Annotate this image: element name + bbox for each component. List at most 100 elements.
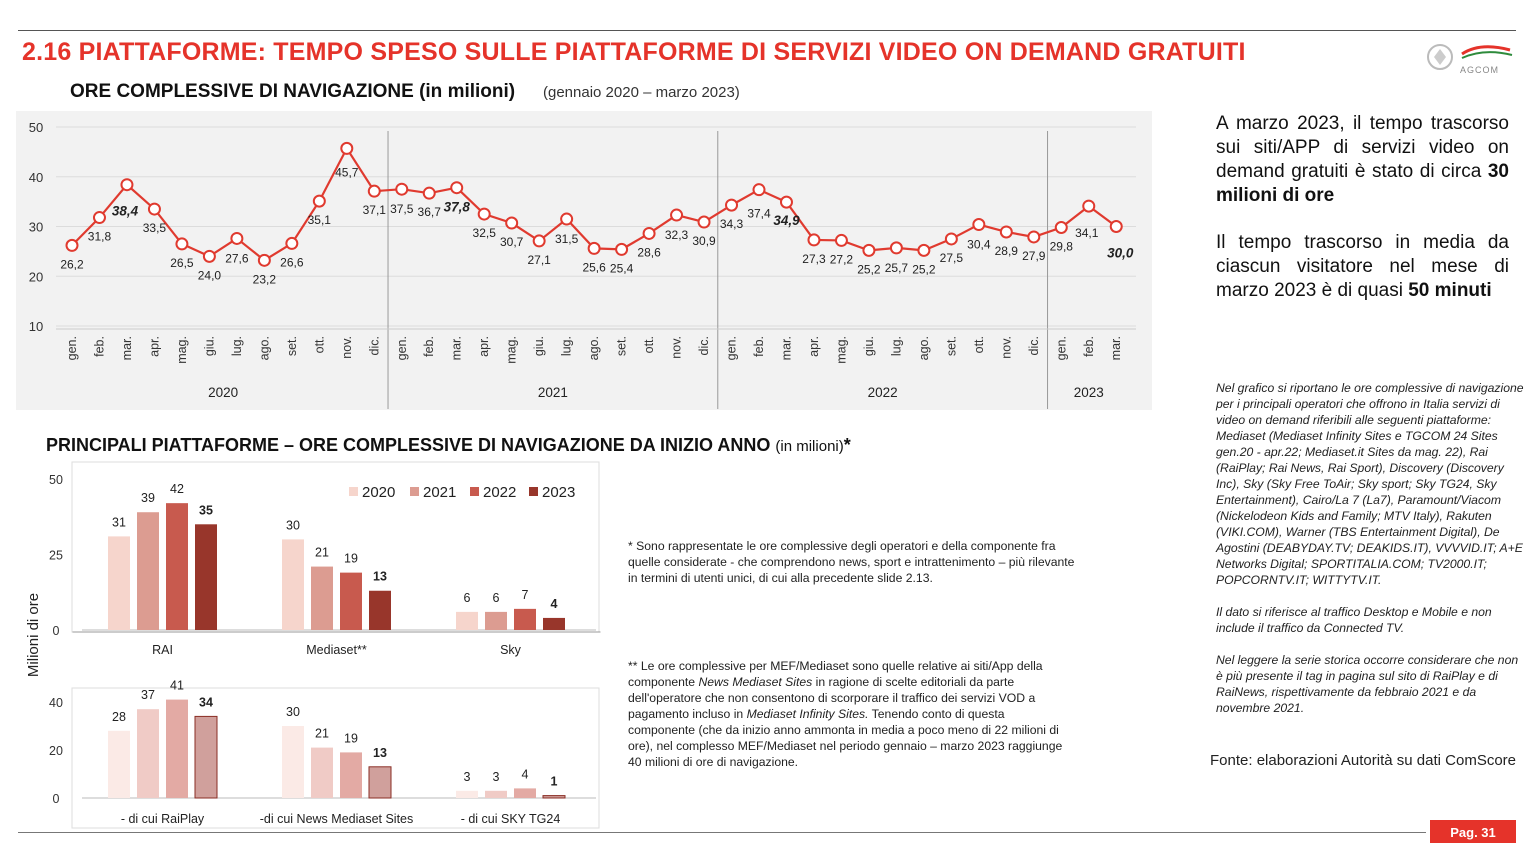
bar [542, 795, 566, 799]
data-label: 34,1 [1075, 226, 1099, 240]
y-tick-label: 40 [49, 696, 63, 710]
category-label: Mediaset** [306, 643, 367, 657]
bar-value-label: 1 [551, 775, 558, 789]
bar [514, 788, 536, 798]
data-label: 33,5 [143, 221, 167, 235]
x-tick-label: feb. [92, 336, 106, 357]
highlight-2-text: Il tempo trascorso in media da ciascun v… [1216, 232, 1509, 301]
data-label: 26,5 [170, 256, 194, 270]
year-label: 2020 [208, 385, 238, 400]
data-label: 27,3 [802, 252, 826, 266]
bar-chart-units: (in milioni) [775, 438, 844, 455]
legend-label: 2021 [423, 484, 456, 501]
bar-value-label: 19 [344, 731, 358, 745]
data-label: 25,2 [912, 262, 936, 276]
legend-swatch [529, 487, 538, 496]
highlight-1-bold: 30 milioni di ore [1216, 161, 1509, 206]
x-tick-label: set. [615, 336, 629, 356]
data-label: 32,5 [473, 226, 497, 240]
year-label: 2023 [1074, 385, 1104, 400]
bar [166, 699, 188, 798]
data-point [1109, 220, 1123, 233]
data-point [285, 236, 299, 250]
category-label: -di cui News Mediaset Sites [260, 812, 414, 826]
data-point [670, 208, 684, 222]
data-point [257, 253, 271, 267]
x-tick-label: ott. [972, 336, 986, 353]
data-label: 34,3 [720, 217, 744, 231]
x-tick-label: mar. [450, 336, 464, 360]
bar-value-label: 19 [344, 552, 358, 566]
x-tick-label: dic. [697, 336, 711, 355]
footnote-2-b: News Mediaset Sites [698, 675, 813, 689]
bar-value-label: 7 [522, 588, 529, 602]
data-point [422, 186, 436, 200]
data-point [807, 233, 821, 247]
data-label: 30,4 [967, 238, 991, 252]
data-point [202, 249, 216, 263]
bar [282, 539, 304, 630]
footnote-2-d: Mediaset Infinity Sites. [746, 707, 869, 721]
bar [514, 608, 536, 630]
bar [311, 566, 333, 630]
category-label: RAI [152, 643, 173, 657]
note-paragraph-2: Il dato si riferisce al traffico Desktop… [1216, 605, 1492, 635]
bar-value-label: 21 [315, 727, 329, 741]
bottom-panel-frame [71, 687, 600, 829]
bar [137, 512, 159, 630]
data-label: 45,7 [335, 165, 359, 179]
data-point [615, 242, 629, 256]
year-label: 2021 [538, 385, 568, 400]
category-label: - di cui SKY TG24 [461, 812, 561, 826]
data-point [120, 178, 134, 192]
data-point [367, 184, 381, 198]
bar [368, 766, 392, 799]
bar [456, 611, 478, 630]
bar-value-label: 41 [170, 679, 184, 693]
bar-chart-title-text: PRINCIPALI PIATTAFORME – ORE COMPLESSIVE… [46, 435, 771, 455]
y-tick-label: 0 [53, 624, 60, 638]
data-label: 37,5 [390, 202, 414, 216]
top-rule [18, 30, 1516, 31]
footnote-1: * Sono rappresentate le ore complessive … [628, 539, 1075, 585]
data-point [505, 216, 519, 230]
y-tick-label: 50 [49, 473, 63, 487]
y-tick-label: 30 [29, 220, 43, 235]
x-tick-label: mar. [779, 336, 793, 360]
data-point [725, 198, 739, 212]
data-point [230, 231, 244, 245]
data-point [697, 215, 711, 229]
data-label: 27,1 [527, 253, 551, 267]
bar [543, 617, 565, 630]
data-point [889, 241, 903, 255]
x-tick-label: gen. [725, 336, 739, 360]
data-label: 36,7 [418, 205, 442, 219]
x-tick-label: gen. [65, 336, 79, 360]
data-label: 30,0 [1107, 246, 1134, 261]
bar [108, 536, 130, 630]
data-point [779, 195, 793, 209]
bar-value-label: 6 [464, 591, 471, 605]
bar-chart-title: PRINCIPALI PIATTAFORME – ORE COMPLESSIVE… [46, 435, 851, 456]
bar [282, 726, 304, 798]
data-point [587, 241, 601, 255]
data-point [147, 202, 161, 216]
data-point [642, 226, 656, 240]
y-tick-label: 0 [53, 792, 60, 806]
data-point [450, 181, 464, 195]
data-label: 34,9 [773, 213, 800, 228]
x-tick-label: feb. [422, 336, 436, 357]
x-tick-label: lug. [230, 336, 244, 356]
data-point [560, 212, 574, 226]
y-axis-label: Milioni di ore [25, 593, 42, 677]
page-number: Pag. 31 [1430, 820, 1516, 843]
bar [194, 715, 218, 799]
bar [137, 709, 159, 798]
data-point [395, 182, 409, 196]
x-tick-label: mag. [505, 336, 519, 364]
x-tick-label: apr. [807, 336, 821, 357]
page-title: 2.16 PIATTAFORME: TEMPO SPESO SULLE PIAT… [22, 38, 1246, 66]
bar-value-label: 30 [286, 705, 300, 719]
bar-value-label: 37 [141, 688, 155, 702]
data-label: 28,9 [995, 244, 1019, 258]
